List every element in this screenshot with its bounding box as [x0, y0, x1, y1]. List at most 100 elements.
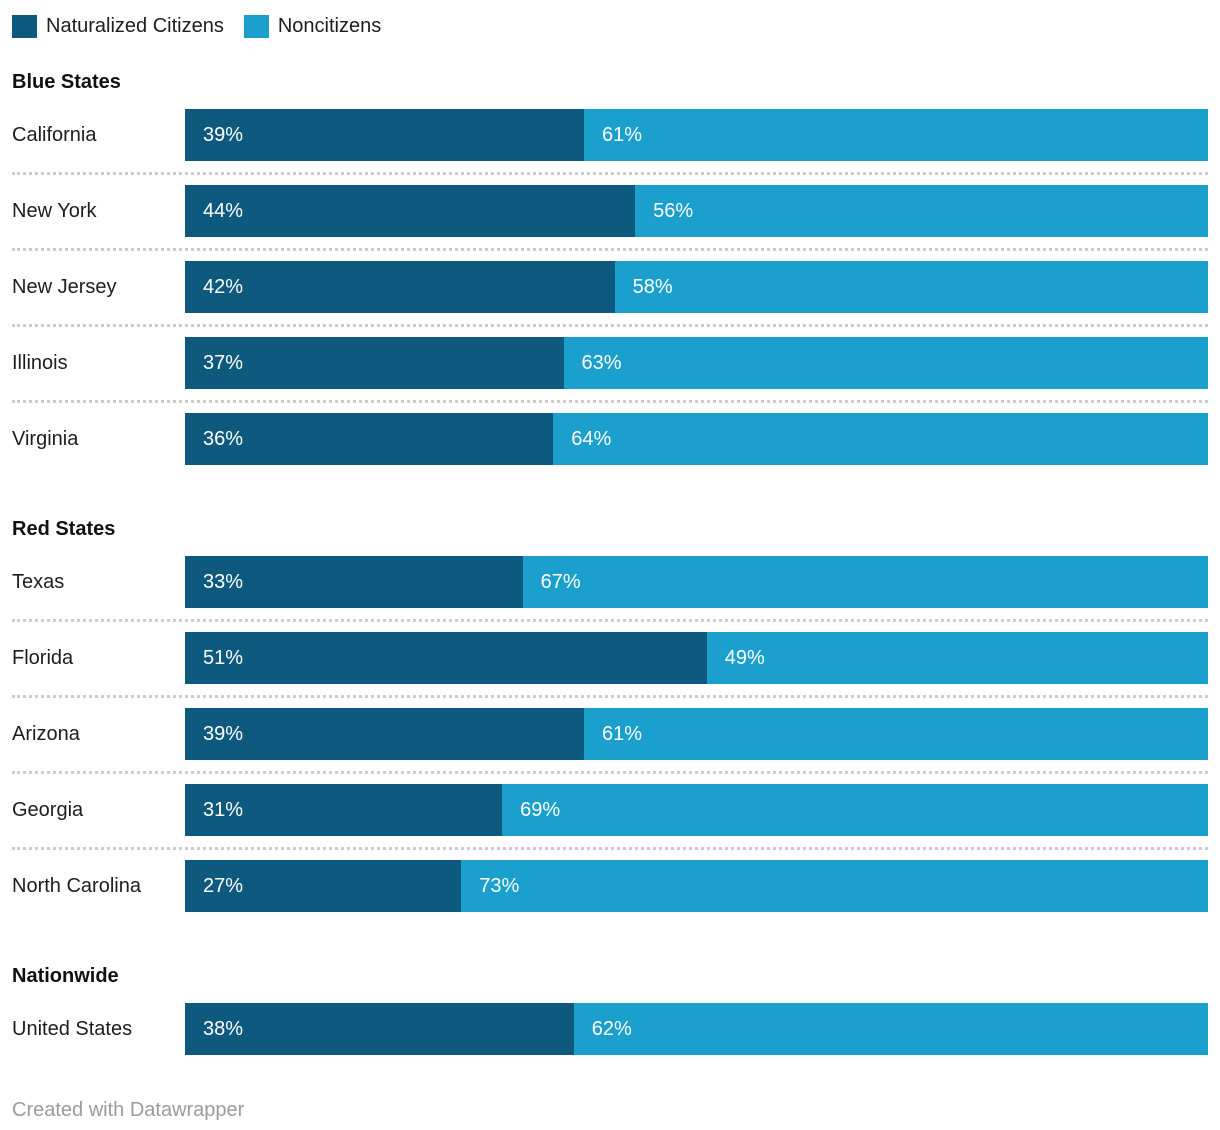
row-california: California 39% 61%	[12, 109, 1208, 161]
segment-value: 36%	[203, 427, 244, 450]
segment-naturalized-citizens: 39%	[185, 109, 584, 161]
row-label: Arizona	[12, 723, 80, 745]
row-label: New Jersey	[12, 276, 117, 298]
row-label: Georgia	[12, 799, 84, 821]
stacked-bar: 39% 61%	[185, 109, 1208, 161]
segment-value: 39%	[203, 123, 244, 146]
stacked-bar: 39% 61%	[185, 708, 1208, 760]
segment-naturalized-citizens: 37%	[185, 337, 564, 389]
row-label: California	[12, 124, 97, 146]
row-label: Illinois	[12, 352, 68, 374]
row-label: Texas	[12, 571, 65, 593]
row-label: Virginia	[12, 428, 79, 450]
section-title-nationwide: Nationwide	[12, 965, 119, 987]
segment-noncitizens: 56%	[635, 185, 1208, 237]
segment-value: 39%	[203, 722, 244, 745]
legend-item-naturalized-citizens: Naturalized Citizens	[12, 15, 224, 38]
legend-swatch-naturalized-icon	[12, 15, 37, 38]
stacked-bar: 31% 69%	[185, 784, 1208, 836]
stacked-bar: 27% 73%	[185, 860, 1208, 912]
segment-naturalized-citizens: 42%	[185, 261, 615, 313]
segment-value: 61%	[601, 722, 642, 745]
stacked-bar: 36% 64%	[185, 413, 1208, 465]
segment-noncitizens: 61%	[583, 109, 1208, 161]
stacked-bar: 51% 49%	[185, 632, 1208, 684]
segment-value: 27%	[203, 874, 244, 897]
segment-noncitizens: 67%	[522, 556, 1208, 608]
row-separator	[12, 695, 1208, 698]
segment-value: 38%	[203, 1017, 244, 1040]
segment-value: 62%	[591, 1017, 632, 1040]
row-label: New York	[12, 200, 97, 222]
segment-value: 69%	[520, 798, 561, 821]
segment-value: 63%	[581, 351, 622, 374]
row-united-states: United States 38% 62%	[12, 1003, 1208, 1055]
row-label: Florida	[12, 647, 74, 669]
row-label: North Carolina	[12, 875, 141, 897]
segment-noncitizens: 58%	[614, 261, 1208, 313]
row-separator	[12, 400, 1208, 403]
row-separator	[12, 847, 1208, 850]
legend: Naturalized Citizens Noncitizens	[12, 15, 1208, 38]
segment-naturalized-citizens: 51%	[185, 632, 707, 684]
segment-value: 49%	[724, 646, 765, 669]
segment-value: 33%	[203, 570, 244, 593]
legend-label-noncitizens: Noncitizens	[277, 15, 382, 37]
section-red-states: Red States Texas 33% 67% Florida 51% 49% Arizon…	[12, 517, 1208, 912]
segment-value: 31%	[203, 798, 244, 821]
segment-noncitizens: 63%	[563, 337, 1208, 389]
row-separator	[12, 324, 1208, 327]
row-texas: Texas 33% 67%	[12, 556, 1208, 608]
segment-naturalized-citizens: 36%	[185, 413, 554, 465]
segment-noncitizens: 61%	[583, 708, 1208, 760]
row-florida: Florida 51% 49%	[12, 632, 1208, 684]
segment-noncitizens: 62%	[573, 1003, 1208, 1055]
segment-naturalized-citizens: 39%	[185, 708, 584, 760]
section-title-blue-states: Blue States	[12, 71, 121, 93]
stacked-bar: 42% 58%	[185, 261, 1208, 313]
segment-value: 61%	[601, 123, 642, 146]
row-new-jersey: New Jersey 42% 58%	[12, 261, 1208, 313]
row-separator	[12, 771, 1208, 774]
row-north-carolina: North Carolina 27% 73%	[12, 860, 1208, 912]
row-separator	[12, 172, 1208, 175]
legend-item-noncitizens: Noncitizens	[243, 15, 382, 38]
legend-label-naturalized: Naturalized Citizens	[46, 15, 224, 37]
row-label: United States	[12, 1018, 133, 1040]
sections: Blue States California 39% 61% New York 44% 56…	[12, 70, 1208, 1055]
row-separator	[12, 248, 1208, 251]
row-virginia: Virginia 36% 64%	[12, 413, 1208, 465]
legend-swatch-noncitizens-icon	[243, 15, 269, 38]
stacked-bar: 38% 62%	[185, 1003, 1208, 1055]
segment-naturalized-citizens: 44%	[185, 185, 636, 237]
segment-value: 67%	[540, 570, 581, 593]
segment-noncitizens: 73%	[461, 860, 1208, 912]
row-arizona: Arizona 39% 61%	[12, 708, 1208, 760]
section-nationwide: Nationwide United States 38% 62%	[12, 964, 1208, 1055]
segment-value: 44%	[203, 199, 244, 222]
segment-noncitizens: 49%	[706, 632, 1208, 684]
stacked-bar: 37% 63%	[185, 337, 1208, 389]
segment-value: 64%	[571, 427, 612, 450]
section-title-red-states: Red States	[12, 518, 116, 540]
segment-naturalized-citizens: 33%	[185, 556, 523, 608]
row-illinois: Illinois 37% 63%	[12, 337, 1208, 389]
segment-noncitizens: 64%	[553, 413, 1208, 465]
segment-value: 51%	[203, 646, 244, 669]
segment-noncitizens: 69%	[502, 784, 1208, 836]
section-blue-states: Blue States California 39% 61% New York 44% 56…	[12, 70, 1208, 465]
segment-naturalized-citizens: 31%	[185, 784, 503, 836]
segment-value: 42%	[203, 275, 244, 298]
row-separator	[12, 619, 1208, 622]
stacked-bar: 44% 56%	[185, 185, 1208, 237]
segment-naturalized-citizens: 27%	[185, 860, 462, 912]
row-new-york: New York 44% 56%	[12, 185, 1208, 237]
datawrapper-attribution[interactable]: Created with Datawrapper	[12, 1099, 245, 1121]
row-georgia: Georgia 31% 69%	[12, 784, 1208, 836]
segment-value: 73%	[479, 874, 520, 897]
segment-value: 58%	[632, 275, 673, 298]
segment-value: 56%	[653, 199, 694, 222]
segment-value: 37%	[203, 351, 244, 374]
segment-naturalized-citizens: 38%	[185, 1003, 574, 1055]
